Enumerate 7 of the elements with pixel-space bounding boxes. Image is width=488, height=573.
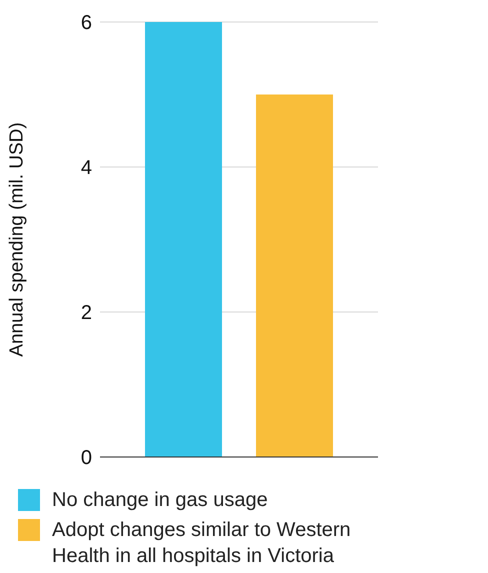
legend-label: No change in gas usage	[52, 488, 269, 513]
legend-label: Adopt changes similar to Western Health in all hospitals in Victoria	[52, 518, 352, 569]
y-tick-label: 2	[80, 302, 92, 324]
y-axis-title: Annual spending (mil. USD)	[6, 122, 28, 357]
y-tick-label: 4	[80, 157, 92, 180]
y-tick-label: 0	[80, 447, 92, 470]
y-tick-label: 6	[80, 12, 92, 34]
